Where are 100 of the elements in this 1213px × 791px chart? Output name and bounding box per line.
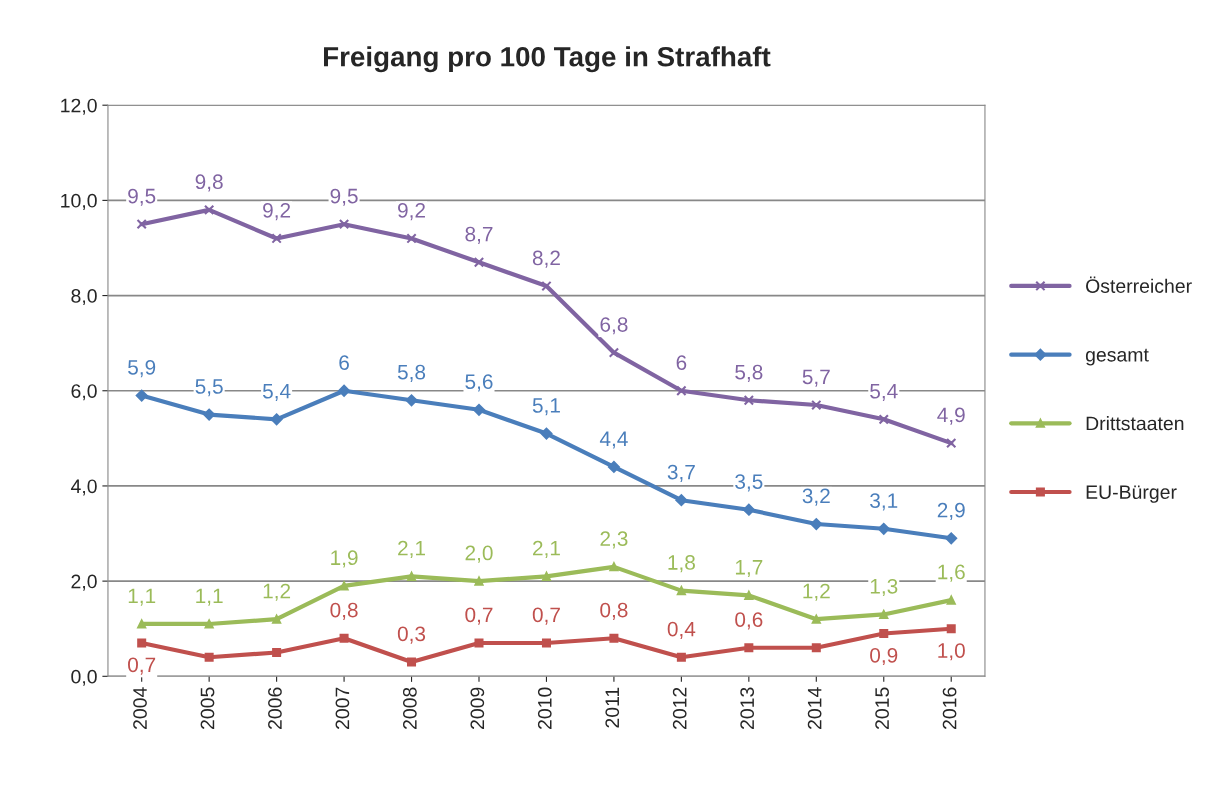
y-tick-label: 12,0 [61, 98, 97, 115]
point [137, 619, 147, 629]
point [541, 571, 551, 581]
y-tick-label: 10,0 [61, 193, 97, 210]
point [878, 414, 889, 425]
data-label: 3,7 [667, 464, 695, 482]
x-tick-label: 2010 [537, 687, 552, 729]
data-label: 0,6 [735, 612, 763, 630]
data-label: 1,0 [938, 643, 965, 661]
point [407, 571, 417, 581]
data-label: 4,4 [599, 431, 628, 449]
point [339, 581, 349, 591]
data-label: 5,7 [802, 369, 830, 387]
point [676, 652, 686, 662]
data-label: 5,4 [870, 383, 898, 401]
data-label: 2,1 [533, 540, 560, 559]
point [879, 609, 889, 619]
data-label: 1,7 [735, 560, 763, 578]
data-label: 9,8 [195, 174, 223, 192]
data-label: 0,8 [330, 602, 358, 620]
data-label: 0,9 [870, 647, 898, 666]
data-label: 2,3 [600, 531, 628, 549]
data-label: 2,9 [937, 502, 965, 520]
data-label: 0,8 [600, 602, 628, 620]
y-tick-label: 0,0 [71, 669, 97, 686]
data-label: 0,4 [667, 621, 696, 639]
point [204, 619, 214, 629]
x-tick-label: 2009 [470, 687, 485, 729]
point [946, 437, 957, 449]
point [338, 384, 351, 397]
data-label: 0,7 [465, 607, 493, 625]
point [607, 460, 620, 473]
data-label: 9,2 [263, 202, 291, 221]
legend-label: Drittstaaten [1086, 416, 1184, 431]
point [406, 233, 417, 244]
point [945, 532, 958, 545]
point [744, 643, 754, 653]
data-label: 6 [339, 355, 349, 370]
data-label: 5,6 [465, 374, 493, 392]
point [609, 633, 619, 643]
data-label: 8,7 [465, 226, 493, 244]
point [473, 403, 485, 416]
point [407, 657, 417, 667]
legend-label: gesamt [1085, 348, 1149, 366]
point [811, 399, 822, 411]
legend-label: Österreicher [1086, 276, 1192, 293]
x-tick-label: 2011 [605, 687, 620, 728]
data-label: 1,9 [331, 550, 358, 568]
y-tick-label: 6,0 [71, 384, 97, 401]
point [675, 494, 688, 507]
point [879, 628, 889, 638]
point [541, 638, 551, 648]
point [272, 614, 282, 624]
data-label: 9,5 [128, 188, 156, 206]
point [811, 614, 821, 624]
point [946, 624, 956, 634]
x-tick-label: 2008 [402, 687, 417, 729]
data-label: 5,5 [195, 379, 223, 397]
data-label: 6 [676, 355, 687, 370]
x-tick-label: 2004 [133, 687, 147, 729]
data-label: 1,8 [668, 555, 695, 573]
data-label: 2,1 [398, 540, 425, 559]
point [136, 218, 147, 230]
data-label: 1,3 [870, 578, 898, 597]
data-label: 3,5 [735, 474, 763, 492]
data-label: 2,0 [465, 545, 493, 563]
x-tick-label: 2005 [200, 687, 215, 729]
point [137, 638, 147, 648]
data-label: 5,1 [532, 398, 560, 416]
point [540, 427, 553, 440]
data-label: 8,2 [532, 250, 560, 268]
data-label: 3,2 [802, 488, 830, 506]
x-tick-label: 2015 [875, 687, 889, 729]
data-label: 5,8 [397, 364, 426, 382]
x-tick-label: 2012 [672, 687, 687, 729]
data-label: 1,6 [938, 564, 965, 582]
data-label: 0,7 [532, 607, 560, 625]
point [810, 518, 823, 530]
data-label: 1,2 [803, 583, 830, 601]
point [811, 643, 821, 653]
point [877, 522, 890, 535]
point [474, 576, 484, 586]
point [541, 280, 552, 292]
data-label: 1,1 [128, 588, 156, 606]
x-tick-label: 2014 [807, 687, 822, 729]
x-tick-label: 2016 [942, 687, 957, 729]
y-tick-label: 8,0 [71, 289, 97, 306]
point [743, 395, 755, 406]
point [946, 595, 956, 605]
point [339, 633, 349, 643]
x-tick-label: 2006 [268, 687, 282, 729]
data-label: 9,2 [398, 202, 425, 221]
data-label: 6,8 [600, 317, 628, 335]
point [338, 218, 350, 230]
point [135, 389, 148, 402]
point [473, 257, 485, 268]
point [271, 233, 282, 244]
point [609, 562, 619, 572]
point [272, 648, 282, 658]
data-label: 5,4 [262, 383, 291, 401]
